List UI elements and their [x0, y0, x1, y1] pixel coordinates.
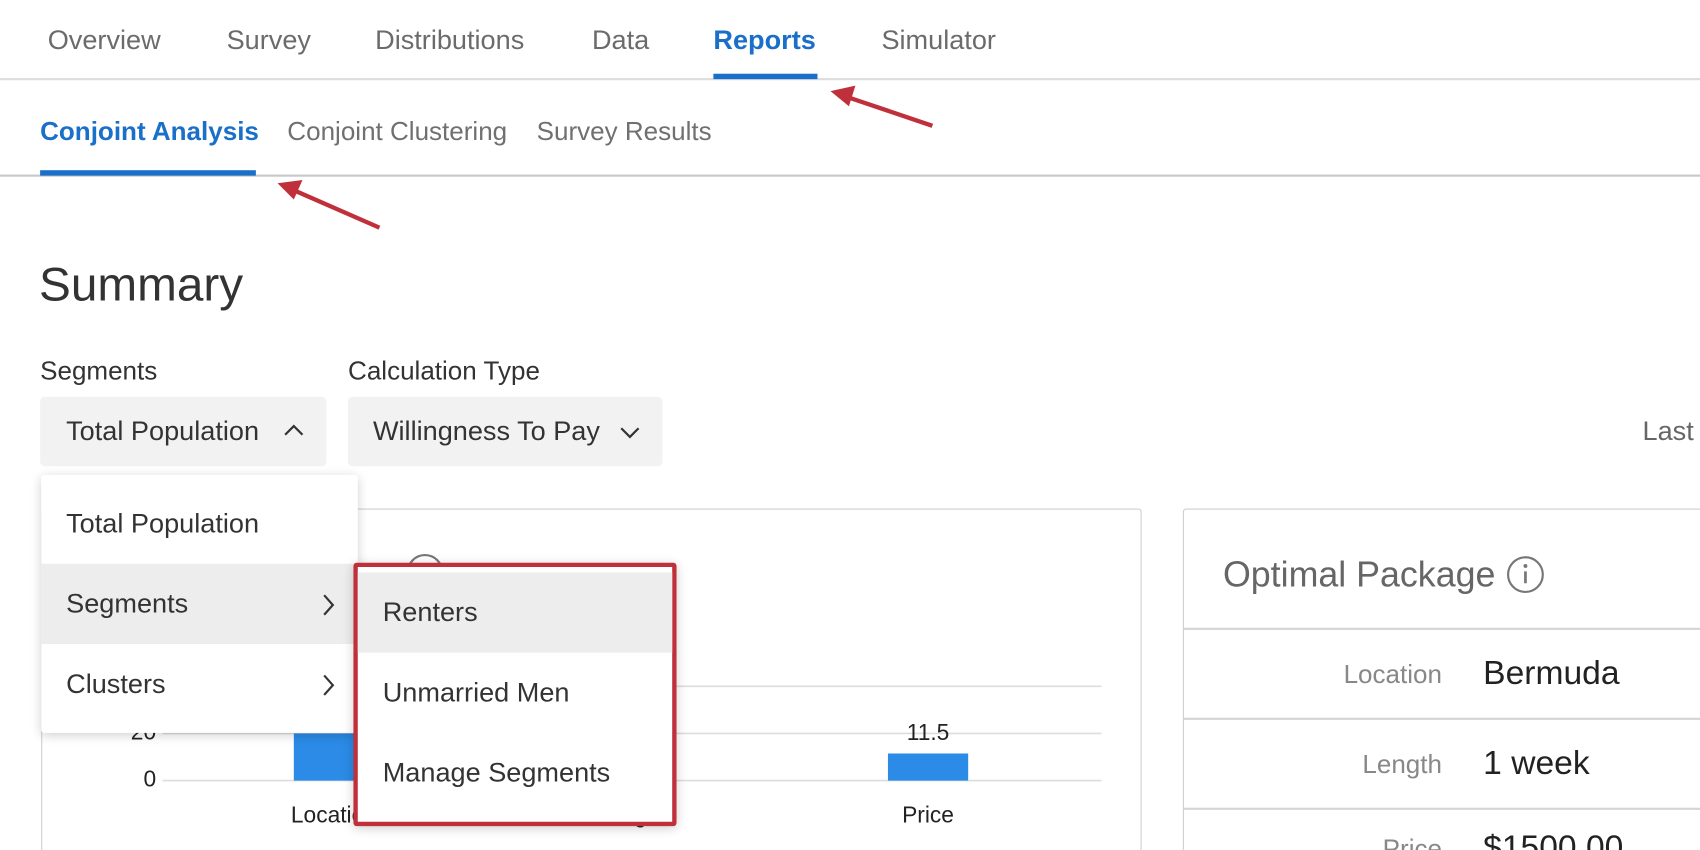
row-label: Location	[1343, 660, 1442, 690]
arrowhead	[277, 179, 303, 200]
tab-underline	[713, 73, 818, 80]
divider	[1183, 717, 1700, 720]
arrow	[291, 187, 381, 230]
row-label: Price	[1382, 834, 1442, 850]
divider	[1183, 627, 1700, 630]
menu-item[interactable]: Renters	[357, 572, 673, 653]
sub-tab-active[interactable]: Conjoint Analysis	[40, 117, 259, 147]
menu-item[interactable]: Unmarried Men	[382, 677, 570, 708]
panel-title: Optimal Package	[1222, 554, 1496, 595]
divider	[1183, 807, 1700, 810]
divider	[0, 174, 1700, 177]
nav-tab-active[interactable]: Reports	[713, 24, 816, 56]
x-tick-label: Price	[902, 801, 954, 827]
row-value: 1 week	[1483, 743, 1590, 782]
optimal-package-panel: Optimal Package Location Bermuda Length …	[1182, 508, 1700, 850]
arrowhead	[830, 85, 856, 107]
dropdown-value: Willingness To Pay	[372, 416, 600, 447]
nav-tab[interactable]: Overview	[47, 24, 161, 56]
row-label: Length	[1362, 750, 1442, 780]
bar	[887, 753, 969, 781]
heading: Summary	[39, 258, 244, 312]
row-value: Bermuda	[1483, 653, 1620, 692]
row-value: $1500.00	[1483, 828, 1624, 850]
value-label: 11.5	[907, 719, 950, 745]
dropdown-menu: Total Population Segments Clusters	[41, 474, 358, 733]
info-icon	[1507, 556, 1544, 594]
text: Last	[1642, 416, 1694, 447]
divider	[0, 78, 1700, 80]
field-label: Calculation Type	[348, 356, 540, 386]
tab-underline	[40, 170, 256, 176]
dropdown[interactable]: Willingness To Pay	[348, 396, 663, 467]
menu-item[interactable]: Segments	[41, 563, 358, 645]
sub-tab[interactable]: Conjoint Clustering	[287, 117, 508, 147]
arrow	[844, 94, 934, 128]
chevron-right	[323, 594, 335, 616]
menu-item[interactable]: Total Population	[66, 508, 260, 539]
nav-tab[interactable]: Survey	[226, 24, 311, 56]
nav-tab[interactable]: Data	[591, 24, 650, 56]
menu-item[interactable]: Clusters	[66, 668, 166, 700]
menu-item[interactable]: Manage Segments	[382, 757, 611, 789]
submenu: Renters Unmarried Men Manage Segments	[353, 562, 677, 827]
dropdown[interactable]: Total Population	[40, 396, 327, 467]
nav-tab[interactable]: Simulator	[881, 24, 996, 56]
field-label: Segments	[40, 356, 158, 386]
nav-tab[interactable]: Distributions	[375, 24, 525, 56]
chevron-right	[323, 674, 335, 696]
sub-tab[interactable]: Survey Results	[536, 117, 712, 147]
chevron-down	[620, 427, 640, 439]
y-tick-label: 0	[143, 766, 156, 792]
chevron-up	[284, 424, 304, 436]
dropdown-value: Total Population	[66, 416, 260, 447]
